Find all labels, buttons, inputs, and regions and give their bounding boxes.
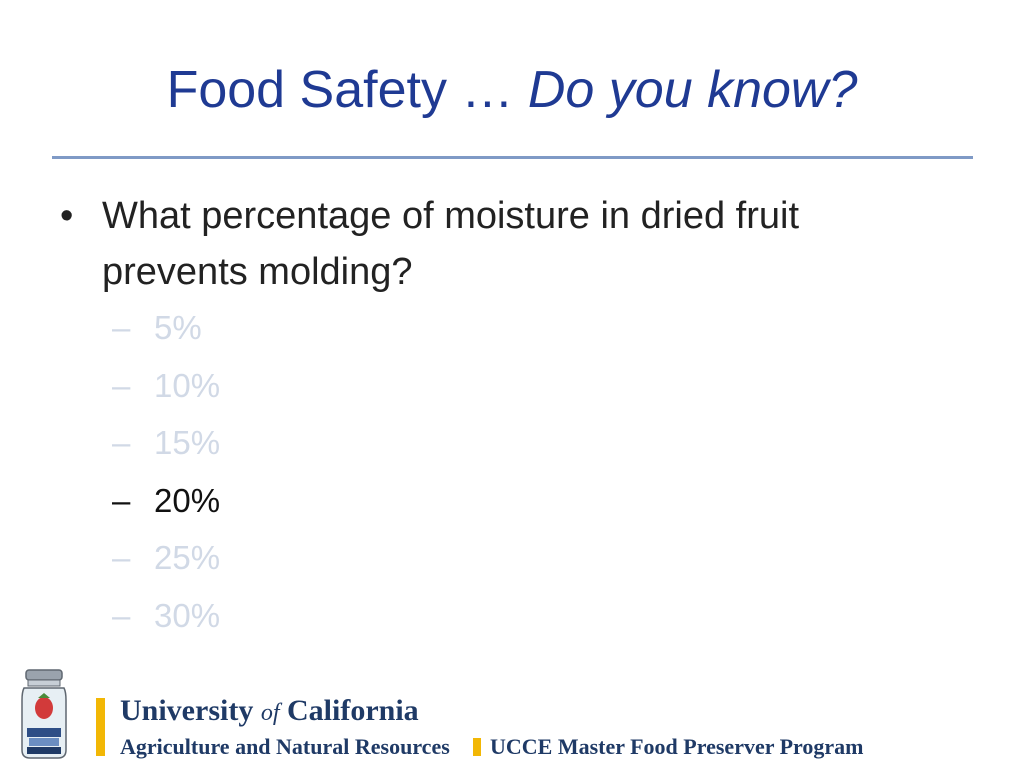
option-dash: – <box>112 539 131 576</box>
option-label: 5% <box>154 309 202 346</box>
uc-name-of: of <box>260 700 280 726</box>
program-gold-marker <box>473 738 481 756</box>
uc-name-part2: California <box>279 694 419 727</box>
uc-gold-bar <box>96 698 105 756</box>
title-divider <box>52 156 973 159</box>
option-dash: – <box>112 596 131 634</box>
option-dash: – <box>112 424 131 461</box>
slide-title: Food Safety … Do you know? <box>0 60 1024 120</box>
uc-university-name: University of California <box>120 694 419 728</box>
option-label: 30% <box>154 596 221 634</box>
preserving-jar-logo-icon <box>21 669 67 759</box>
option-label: 10% <box>154 366 221 404</box>
program-name: UCCE Master Food Preserver Program <box>490 734 864 759</box>
title-italic: Do you know? <box>527 61 858 119</box>
question-text: What percentage of moisture in dried fru… <box>102 195 800 293</box>
uc-name-part1: University <box>120 694 261 727</box>
option-label: 20% <box>154 481 221 519</box>
option-dash: – <box>112 366 131 404</box>
option-label: 25% <box>154 539 221 576</box>
title-plain: Food Safety … <box>166 61 528 119</box>
bullet-dot: • <box>60 195 74 237</box>
option-dash: – <box>112 309 131 346</box>
uc-division-name: Agriculture and Natural Resources <box>120 734 450 759</box>
option-label: 15% <box>154 424 221 461</box>
option-dash: – <box>112 481 131 519</box>
